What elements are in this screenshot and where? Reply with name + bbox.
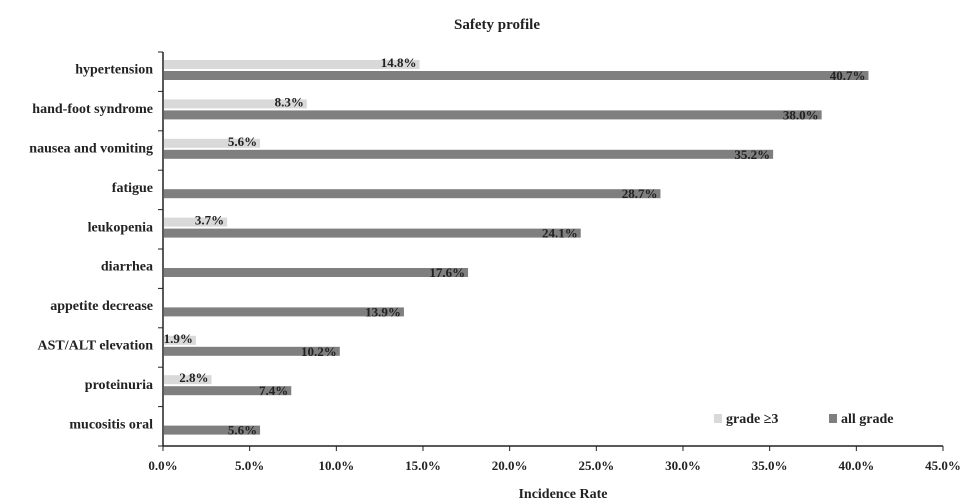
x-tick-label: 40.0%: [838, 458, 874, 473]
data-label-all-grade-nausea-and-vomiting: 35.2%: [734, 147, 770, 162]
data-label-grade-3-hand-foot-syndrome: 8.3%: [275, 94, 304, 109]
category-label-proteinuria: proteinuria: [85, 378, 153, 393]
bar-grade-3-leukopenia: [164, 217, 228, 227]
data-label-grade-3-nausea-and-vomiting: 5.6%: [228, 134, 257, 149]
category-label-fatigue: fatigue: [112, 181, 153, 196]
legend-label-all-grade: all grade: [841, 412, 894, 427]
legend-swatch-all-grade: [829, 414, 837, 423]
legend: grade ≥3 all grade: [714, 412, 894, 427]
data-label-all-grade-mucositis-oral: 5.6%: [228, 423, 257, 438]
category-label-diarrhea: diarrhea: [101, 260, 153, 275]
category-label-mucositis-oral: mucositis oral: [69, 417, 153, 432]
bar-grade-3-nausea-and-vomiting: [164, 138, 261, 148]
x-axis-label: Incidence Rate: [518, 487, 607, 502]
data-label-all-grade-ast-alt-elevation: 10.2%: [301, 344, 337, 359]
data-label-all-grade-proteinuria: 7.4%: [259, 383, 288, 398]
legend-label-grade-3: grade ≥3: [726, 412, 778, 427]
bar-all-grade-fatigue: [164, 189, 661, 199]
category-label-leukopenia: leukopenia: [88, 220, 153, 235]
data-label-grade-3-leukopenia: 3.7%: [195, 213, 224, 228]
bar-all-grade-ast-alt-elevation: [164, 346, 340, 356]
data-label-all-grade-fatigue: 28.7%: [622, 186, 658, 201]
bar-all-grade-proteinuria: [164, 386, 292, 396]
category-label-nausea-and-vomiting: nausea and vomiting: [29, 142, 153, 157]
x-tick-label: 35.0%: [752, 458, 788, 473]
bar-grade-3-ast-alt-elevation: [164, 335, 196, 345]
x-tick-label: 25.0%: [578, 458, 614, 473]
x-tick-label: 5.0%: [235, 458, 264, 473]
data-label-all-grade-leukopenia: 24.1%: [542, 226, 578, 241]
bar-grade-3-hypertension: [164, 60, 420, 69]
x-tick-label: 15.0%: [405, 458, 441, 473]
bar-all-grade-leukopenia: [164, 228, 581, 238]
bar-all-grade-hypertension: [164, 71, 869, 80]
data-label-grade-3-ast-alt-elevation: 1.9%: [164, 331, 193, 346]
data-label-grade-3-proteinuria: 2.8%: [179, 370, 208, 385]
bar-all-grade-appetite-decrease: [164, 307, 404, 317]
data-label-all-grade-diarrhea: 17.6%: [429, 265, 465, 280]
bar-all-grade-diarrhea: [164, 268, 469, 277]
x-tick-label: 0.0%: [148, 458, 177, 473]
x-tick-label: 30.0%: [665, 458, 701, 473]
bar-grade-3-hand-foot-syndrome: [164, 99, 307, 109]
category-label-appetite-decrease: appetite decrease: [50, 299, 153, 314]
data-label-grade-3-hypertension: 14.8%: [381, 55, 417, 70]
x-tick-label: 45.0%: [925, 458, 961, 473]
data-label-all-grade-appetite-decrease: 13.9%: [365, 304, 401, 319]
plot-area: 0.0% 5.0% 10.0% 15.0% 20.0% 25.0% 30.0% 35.0% 40…: [29, 51, 961, 473]
x-tick-label: 10.0%: [318, 458, 354, 473]
x-tick-label: 20.0%: [492, 458, 528, 473]
data-label-all-grade-hypertension: 40.7%: [830, 68, 866, 83]
bar-grade-3-proteinuria: [164, 375, 212, 385]
bar-all-grade-hand-foot-syndrome: [164, 110, 822, 120]
category-label-hand-foot-syndrome: hand-foot syndrome: [32, 102, 153, 117]
legend-swatch-grade-3: [714, 414, 722, 423]
data-label-all-grade-hand-foot-syndrome: 38.0%: [783, 107, 819, 122]
bar-all-grade-mucositis-oral: [164, 425, 261, 435]
category-label-ast-alt-elevation: AST/ALT elevation: [37, 339, 153, 354]
bar-all-grade-nausea-and-vomiting: [164, 149, 774, 159]
category-label-hypertension: hypertension: [75, 63, 153, 78]
chart-title: Safety profile: [454, 17, 540, 33]
